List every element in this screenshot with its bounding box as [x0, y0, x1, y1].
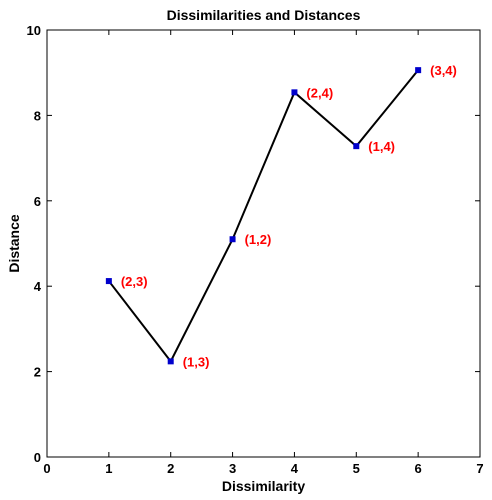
x-tick-label: 1: [105, 461, 112, 476]
x-axis: 0 1 2 3 4 5 6 7: [43, 30, 484, 476]
x-tick-label: 6: [415, 461, 422, 476]
chart-title: Dissimilarities and Distances: [167, 7, 361, 23]
data-label: (1,4): [368, 139, 395, 154]
y-tick-label: 0: [34, 450, 41, 465]
x-axis-label: Dissimilarity: [222, 478, 305, 494]
data-point: [415, 67, 422, 74]
y-axis-label: Distance: [6, 214, 22, 273]
data-point: [105, 278, 112, 285]
y-tick-label: 2: [34, 365, 41, 380]
x-tick-label: 3: [229, 461, 236, 476]
y-tick-label: 8: [34, 108, 41, 123]
data-point: [291, 89, 298, 96]
data-labels: (2,3) (1,3) (1,2) (2,4) (1,4) (3,4): [121, 63, 457, 369]
series-line: [108, 69, 419, 364]
data-point: [229, 236, 236, 243]
x-tick-label: 7: [476, 461, 483, 476]
plot-frame: [46, 29, 481, 458]
data-point: [353, 143, 360, 150]
data-label: (2,3): [121, 274, 148, 289]
y-tick-label: 10: [27, 23, 41, 38]
data-label: (1,2): [245, 232, 272, 247]
y-axis: 0 2 4 6 8 10: [27, 23, 480, 465]
data-markers: [105, 67, 422, 365]
data-label: (2,4): [306, 85, 333, 100]
x-tick-label: 4: [291, 461, 299, 476]
y-tick-label: 4: [34, 279, 42, 294]
x-tick-label: 0: [43, 461, 50, 476]
data-label: (1,3): [183, 354, 210, 369]
x-tick-label: 2: [167, 461, 174, 476]
data-point: [167, 358, 174, 365]
y-tick-label: 6: [34, 194, 41, 209]
x-tick-label: 5: [353, 461, 360, 476]
data-label: (3,4): [430, 63, 457, 78]
